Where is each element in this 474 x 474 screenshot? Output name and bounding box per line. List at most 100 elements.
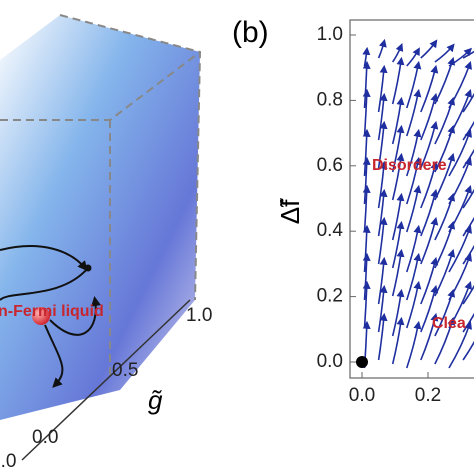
streamline <box>406 60 422 109</box>
panel-b: (b) Δ̃f Disordere Clea 1.0 0.8 0.6 0.4 0.2 0.… <box>232 16 474 406</box>
streamline <box>391 316 405 365</box>
region-label: Disordere <box>372 157 447 174</box>
streamline <box>462 148 474 169</box>
streamline <box>406 224 422 273</box>
streamline <box>391 56 405 105</box>
streamline <box>448 47 473 67</box>
streamline <box>406 88 422 137</box>
box-edge <box>0 51 201 380</box>
streamline <box>434 248 456 297</box>
streamline <box>462 312 474 333</box>
streamline <box>377 256 388 305</box>
streamline <box>448 252 472 301</box>
streamline <box>362 60 371 109</box>
streamline <box>362 224 371 273</box>
streamline <box>391 124 405 173</box>
streamline <box>462 120 474 141</box>
y-tick-label: 0.8 <box>317 89 343 110</box>
streamline <box>362 128 371 177</box>
panel-label: (b) <box>232 16 269 49</box>
plot-frame <box>349 19 474 379</box>
streamlines <box>362 38 474 369</box>
streamline <box>448 128 472 177</box>
tick-label: 0.0 <box>0 451 16 472</box>
streamline <box>420 160 439 209</box>
streamline <box>420 216 439 265</box>
streamline <box>434 152 456 201</box>
streamline <box>462 244 474 265</box>
streamline <box>391 288 405 337</box>
streamline <box>377 38 387 59</box>
streamline <box>448 88 472 137</box>
x-tick-label: 0.0 <box>349 385 375 406</box>
streamline <box>362 156 371 205</box>
streamline <box>420 256 439 305</box>
axis-label: g̃ <box>148 385 163 415</box>
streamline <box>377 216 388 265</box>
streamline <box>420 188 439 237</box>
y-tick-label: 1.0 <box>317 24 343 45</box>
tick-label: 0.5 <box>112 360 138 381</box>
y-tick-label: 0.0 <box>317 351 343 372</box>
fixed-point <box>84 264 92 272</box>
streamline <box>392 43 404 63</box>
streamline <box>362 252 371 301</box>
streamline <box>406 280 422 329</box>
y-tick-label: 0.6 <box>317 155 343 176</box>
streamline <box>448 320 472 369</box>
streamline <box>377 120 388 169</box>
fixed-point <box>32 307 50 325</box>
flow-line <box>0 245 88 272</box>
x-tick-label: 0.2 <box>415 385 441 406</box>
streamline <box>462 50 474 59</box>
streamline <box>420 312 439 361</box>
tick-label: 1.0 <box>186 305 212 326</box>
streamline <box>406 252 422 301</box>
tick-label: 0.0 <box>32 427 58 448</box>
streamline <box>462 340 474 361</box>
streamline <box>462 284 474 305</box>
streamline <box>448 224 472 273</box>
streamline <box>448 184 472 233</box>
streamline <box>448 60 472 109</box>
streamline <box>462 188 474 209</box>
streamline <box>391 220 405 269</box>
streamline <box>406 47 420 67</box>
streamline <box>448 280 472 329</box>
streamline <box>391 192 405 241</box>
flow-line <box>49 296 101 336</box>
y-tick-label: 0.2 <box>317 286 343 307</box>
streamline <box>406 128 422 177</box>
streamline <box>420 120 439 169</box>
streamline <box>434 43 455 63</box>
flow-line <box>44 324 64 388</box>
streamline <box>391 96 405 145</box>
streamline <box>448 156 472 205</box>
streamline <box>420 39 438 59</box>
streamline <box>377 92 388 141</box>
streamline <box>420 64 439 113</box>
streamline <box>377 312 388 361</box>
streamline <box>420 284 439 333</box>
phase-label: n-Fermi liquid <box>0 303 104 320</box>
streamline <box>406 184 422 233</box>
streamline <box>406 320 422 369</box>
streamline <box>377 64 388 113</box>
streamline <box>462 92 474 113</box>
streamline <box>391 152 405 201</box>
streamline <box>377 160 388 209</box>
streamline <box>391 248 405 297</box>
streamline <box>377 188 388 237</box>
axis-line <box>21 299 191 461</box>
streamline <box>362 46 371 67</box>
fixed-point <box>356 356 368 368</box>
flow-line <box>0 267 89 301</box>
axis-label: Δ̃f <box>275 198 305 224</box>
phase-volume <box>0 15 200 420</box>
region-label: Clea <box>432 315 466 332</box>
panel-a: n-Fermi liquid 1.0 0.5 0.0 0.0 g̃ <box>0 14 212 472</box>
streamline <box>420 92 439 141</box>
streamline <box>462 216 474 237</box>
streamline <box>377 284 388 333</box>
